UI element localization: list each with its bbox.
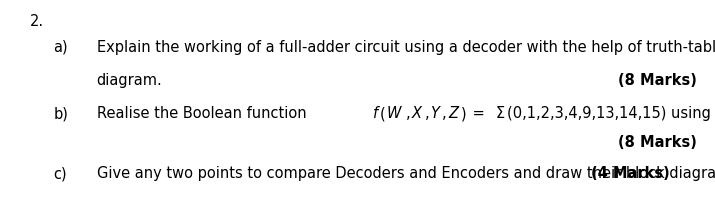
Text: ,: , bbox=[425, 106, 429, 121]
Text: =: = bbox=[468, 106, 490, 121]
Text: Explain the working of a full-adder circuit using a decoder with the help of tru: Explain the working of a full-adder circ… bbox=[97, 40, 715, 55]
Text: ): ) bbox=[461, 106, 466, 121]
Text: Y: Y bbox=[430, 106, 440, 121]
Text: Z: Z bbox=[448, 106, 458, 121]
Text: (0,1,2,3,4,9,13,14,15) using an 8 X 1 MUX.: (0,1,2,3,4,9,13,14,15) using an 8 X 1 MU… bbox=[508, 106, 715, 121]
Text: 2.: 2. bbox=[30, 14, 44, 29]
Text: (8 Marks): (8 Marks) bbox=[618, 135, 697, 150]
Text: a): a) bbox=[54, 40, 68, 55]
Text: X: X bbox=[412, 106, 422, 121]
Text: Give any two points to compare Decoders and Encoders and draw their block diagra: Give any two points to compare Decoders … bbox=[97, 166, 715, 181]
Text: (8 Marks): (8 Marks) bbox=[618, 73, 697, 88]
Text: ,: , bbox=[405, 106, 410, 121]
Text: (4 Marks): (4 Marks) bbox=[591, 166, 669, 181]
Text: b): b) bbox=[54, 106, 69, 121]
Text: (: ( bbox=[380, 106, 385, 121]
Text: f: f bbox=[373, 106, 378, 121]
Text: ,: , bbox=[442, 106, 447, 121]
Text: Σ: Σ bbox=[495, 106, 505, 121]
Text: c): c) bbox=[54, 166, 67, 181]
Text: Realise the Boolean function: Realise the Boolean function bbox=[97, 106, 311, 121]
Text: diagram.: diagram. bbox=[97, 73, 162, 88]
Text: W: W bbox=[387, 106, 402, 121]
